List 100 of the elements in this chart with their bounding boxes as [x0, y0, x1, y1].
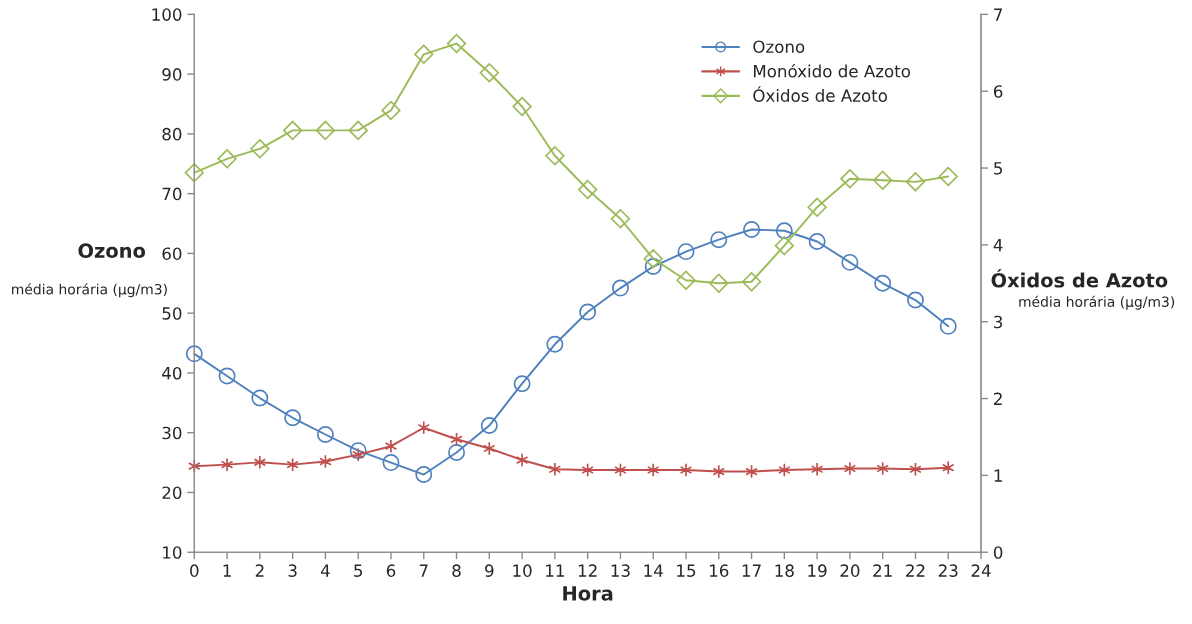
point: [843, 461, 857, 476]
point: [939, 317, 957, 335]
point: [906, 291, 924, 309]
point: [384, 439, 398, 454]
point: [548, 462, 562, 477]
point: [479, 63, 499, 83]
point: [579, 303, 597, 321]
x-tick-label: 3: [288, 564, 297, 577]
y2-tick-label: 5: [994, 162, 1002, 175]
point: [480, 417, 498, 435]
point: [938, 166, 958, 187]
point: [840, 169, 860, 189]
y-tick-label: 60: [162, 247, 182, 260]
x-tick-label: 13: [611, 564, 630, 577]
legend-label: Monóxido de Azoto: [753, 63, 911, 78]
point: [316, 426, 334, 443]
y-tick-label: 20: [162, 486, 182, 500]
y2-axis-title: Óxidos de Azoto: [991, 269, 1168, 288]
point: [315, 120, 336, 141]
point: [217, 149, 237, 169]
x-tick-label: 5: [354, 564, 363, 577]
point: [351, 447, 365, 462]
x-tick-label: 15: [677, 564, 696, 577]
point: [545, 146, 565, 166]
y-axis-title: Ozono: [78, 243, 146, 259]
point: [676, 270, 696, 290]
y2-tick-label: 3: [994, 315, 1003, 329]
point: [253, 455, 267, 470]
x-tick-label: 8: [452, 564, 461, 577]
point: [941, 460, 955, 475]
point: [446, 33, 467, 54]
y-tick-label: 30: [162, 426, 182, 440]
point: [741, 272, 762, 292]
point: [218, 367, 236, 385]
point: [808, 232, 826, 250]
point: [646, 462, 660, 478]
y2-tick-label: 6: [993, 85, 1003, 98]
point: [905, 172, 926, 192]
x-tick-label: 4: [320, 564, 330, 577]
point: [643, 249, 663, 269]
x-tick-label: 23: [938, 564, 958, 577]
y-tick-label: 90: [162, 68, 182, 81]
x-tick-label: 22: [906, 564, 925, 577]
point: [876, 461, 889, 476]
point: [743, 221, 761, 238]
x-tick-label: 11: [546, 564, 564, 577]
point: [220, 457, 234, 472]
point: [251, 389, 269, 407]
point: [381, 100, 401, 121]
x-tick-label: 12: [578, 564, 597, 577]
point: [349, 442, 367, 460]
point: [512, 96, 532, 117]
point: [807, 197, 827, 217]
point: [185, 345, 203, 363]
y2-tick-label: 7: [994, 8, 1002, 21]
point: [873, 170, 893, 191]
text: média horária (µg/m3): [1019, 295, 1175, 310]
point: [677, 243, 695, 261]
point: [382, 454, 400, 472]
point: [874, 274, 892, 292]
x-tick-label: 16: [710, 564, 729, 577]
x-tick-label: 6: [386, 564, 396, 577]
y2-tick-label: 1: [994, 469, 1002, 482]
point: [513, 375, 531, 393]
y2-tick-label: 4: [993, 239, 1003, 252]
point: [679, 462, 693, 478]
y2-tick-label: 0: [993, 546, 1003, 559]
x-tick-label: 10: [513, 564, 532, 577]
y-tick-label: 70: [162, 187, 182, 201]
x-tick-label: 20: [840, 564, 860, 577]
point: [712, 464, 726, 479]
point: [250, 139, 270, 159]
point: [546, 335, 564, 353]
y-tick-label: 10: [163, 546, 182, 559]
point: [710, 231, 728, 249]
y-tick-label: 100: [152, 8, 182, 21]
y-tick-label: 50: [162, 307, 182, 320]
point: [774, 235, 795, 256]
x-axis-title: Hora: [563, 586, 613, 601]
point: [610, 209, 631, 229]
point: [644, 258, 662, 276]
y-tick-label: 40: [162, 366, 182, 380]
x-tick-label: 0: [190, 564, 199, 577]
point: [448, 443, 466, 461]
y2-tick-label: 2: [994, 392, 1002, 405]
y-tick-label: 80: [162, 127, 182, 141]
x-tick-label: 1: [223, 564, 231, 577]
x-tick-label: 17: [742, 564, 761, 577]
x-tick-label: 7: [419, 564, 428, 577]
legend-label: Óxidos de Azoto: [753, 86, 888, 102]
point: [282, 120, 303, 141]
x-tick-label: 21: [873, 564, 892, 577]
point: [348, 120, 368, 141]
point: [414, 44, 434, 64]
x-tick-label: 2: [255, 564, 264, 577]
point: [577, 179, 598, 200]
x-tick-label: 14: [644, 564, 663, 577]
point: [515, 452, 529, 468]
point: [415, 466, 433, 484]
point: [284, 409, 302, 427]
